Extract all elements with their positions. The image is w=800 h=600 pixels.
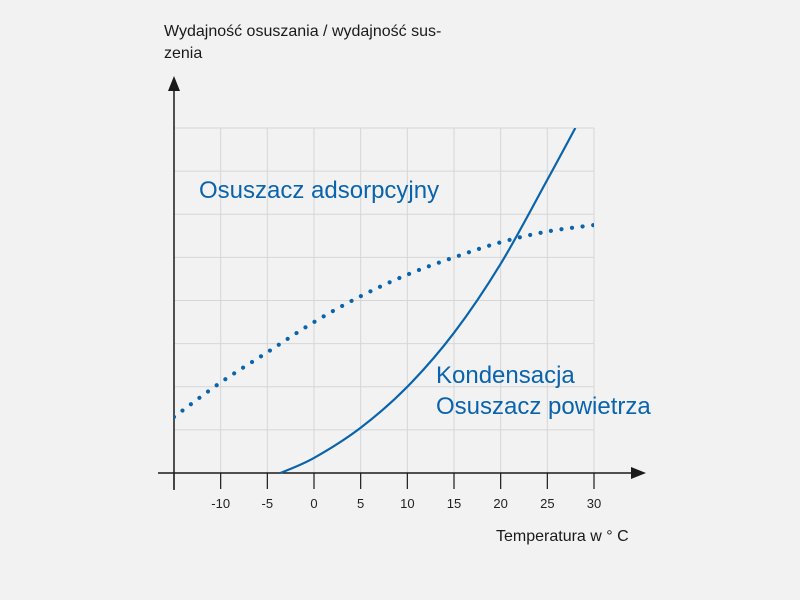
x-tick-label: 20 xyxy=(493,496,507,511)
series-line-condensation xyxy=(279,128,577,474)
x-tick-label: 30 xyxy=(587,496,601,511)
x-tick-label: 25 xyxy=(540,496,554,511)
x-axis-arrow-icon xyxy=(631,467,646,479)
y-axis-title: Wydajność osuszania / wydajność sus- xyxy=(164,23,441,40)
x-tick-label: 10 xyxy=(400,496,414,511)
x-tick-label: 0 xyxy=(310,496,317,511)
x-tick-label: 15 xyxy=(447,496,461,511)
series xyxy=(174,128,594,474)
series-label-adsorption: Osuszacz adsorpcyjny xyxy=(199,177,439,204)
y-axis-title-line2: zenia xyxy=(164,45,202,62)
series-label-condensation-line2: Osuszacz powietrza xyxy=(436,393,651,420)
x-axis-title: Temperatura w ° C xyxy=(496,528,629,545)
grid xyxy=(173,127,595,473)
x-ticks: -10 -5 0 5 10 15 20 25 30 xyxy=(173,473,601,511)
axes xyxy=(158,76,646,490)
x-tick-label: -5 xyxy=(262,496,274,511)
series-line-adsorption xyxy=(174,222,594,420)
x-tick-label: 5 xyxy=(357,496,364,511)
x-tick-label: -10 xyxy=(211,496,230,511)
series-label-condensation: Kondensacja xyxy=(436,362,575,389)
y-axis-arrow-icon xyxy=(168,76,180,91)
